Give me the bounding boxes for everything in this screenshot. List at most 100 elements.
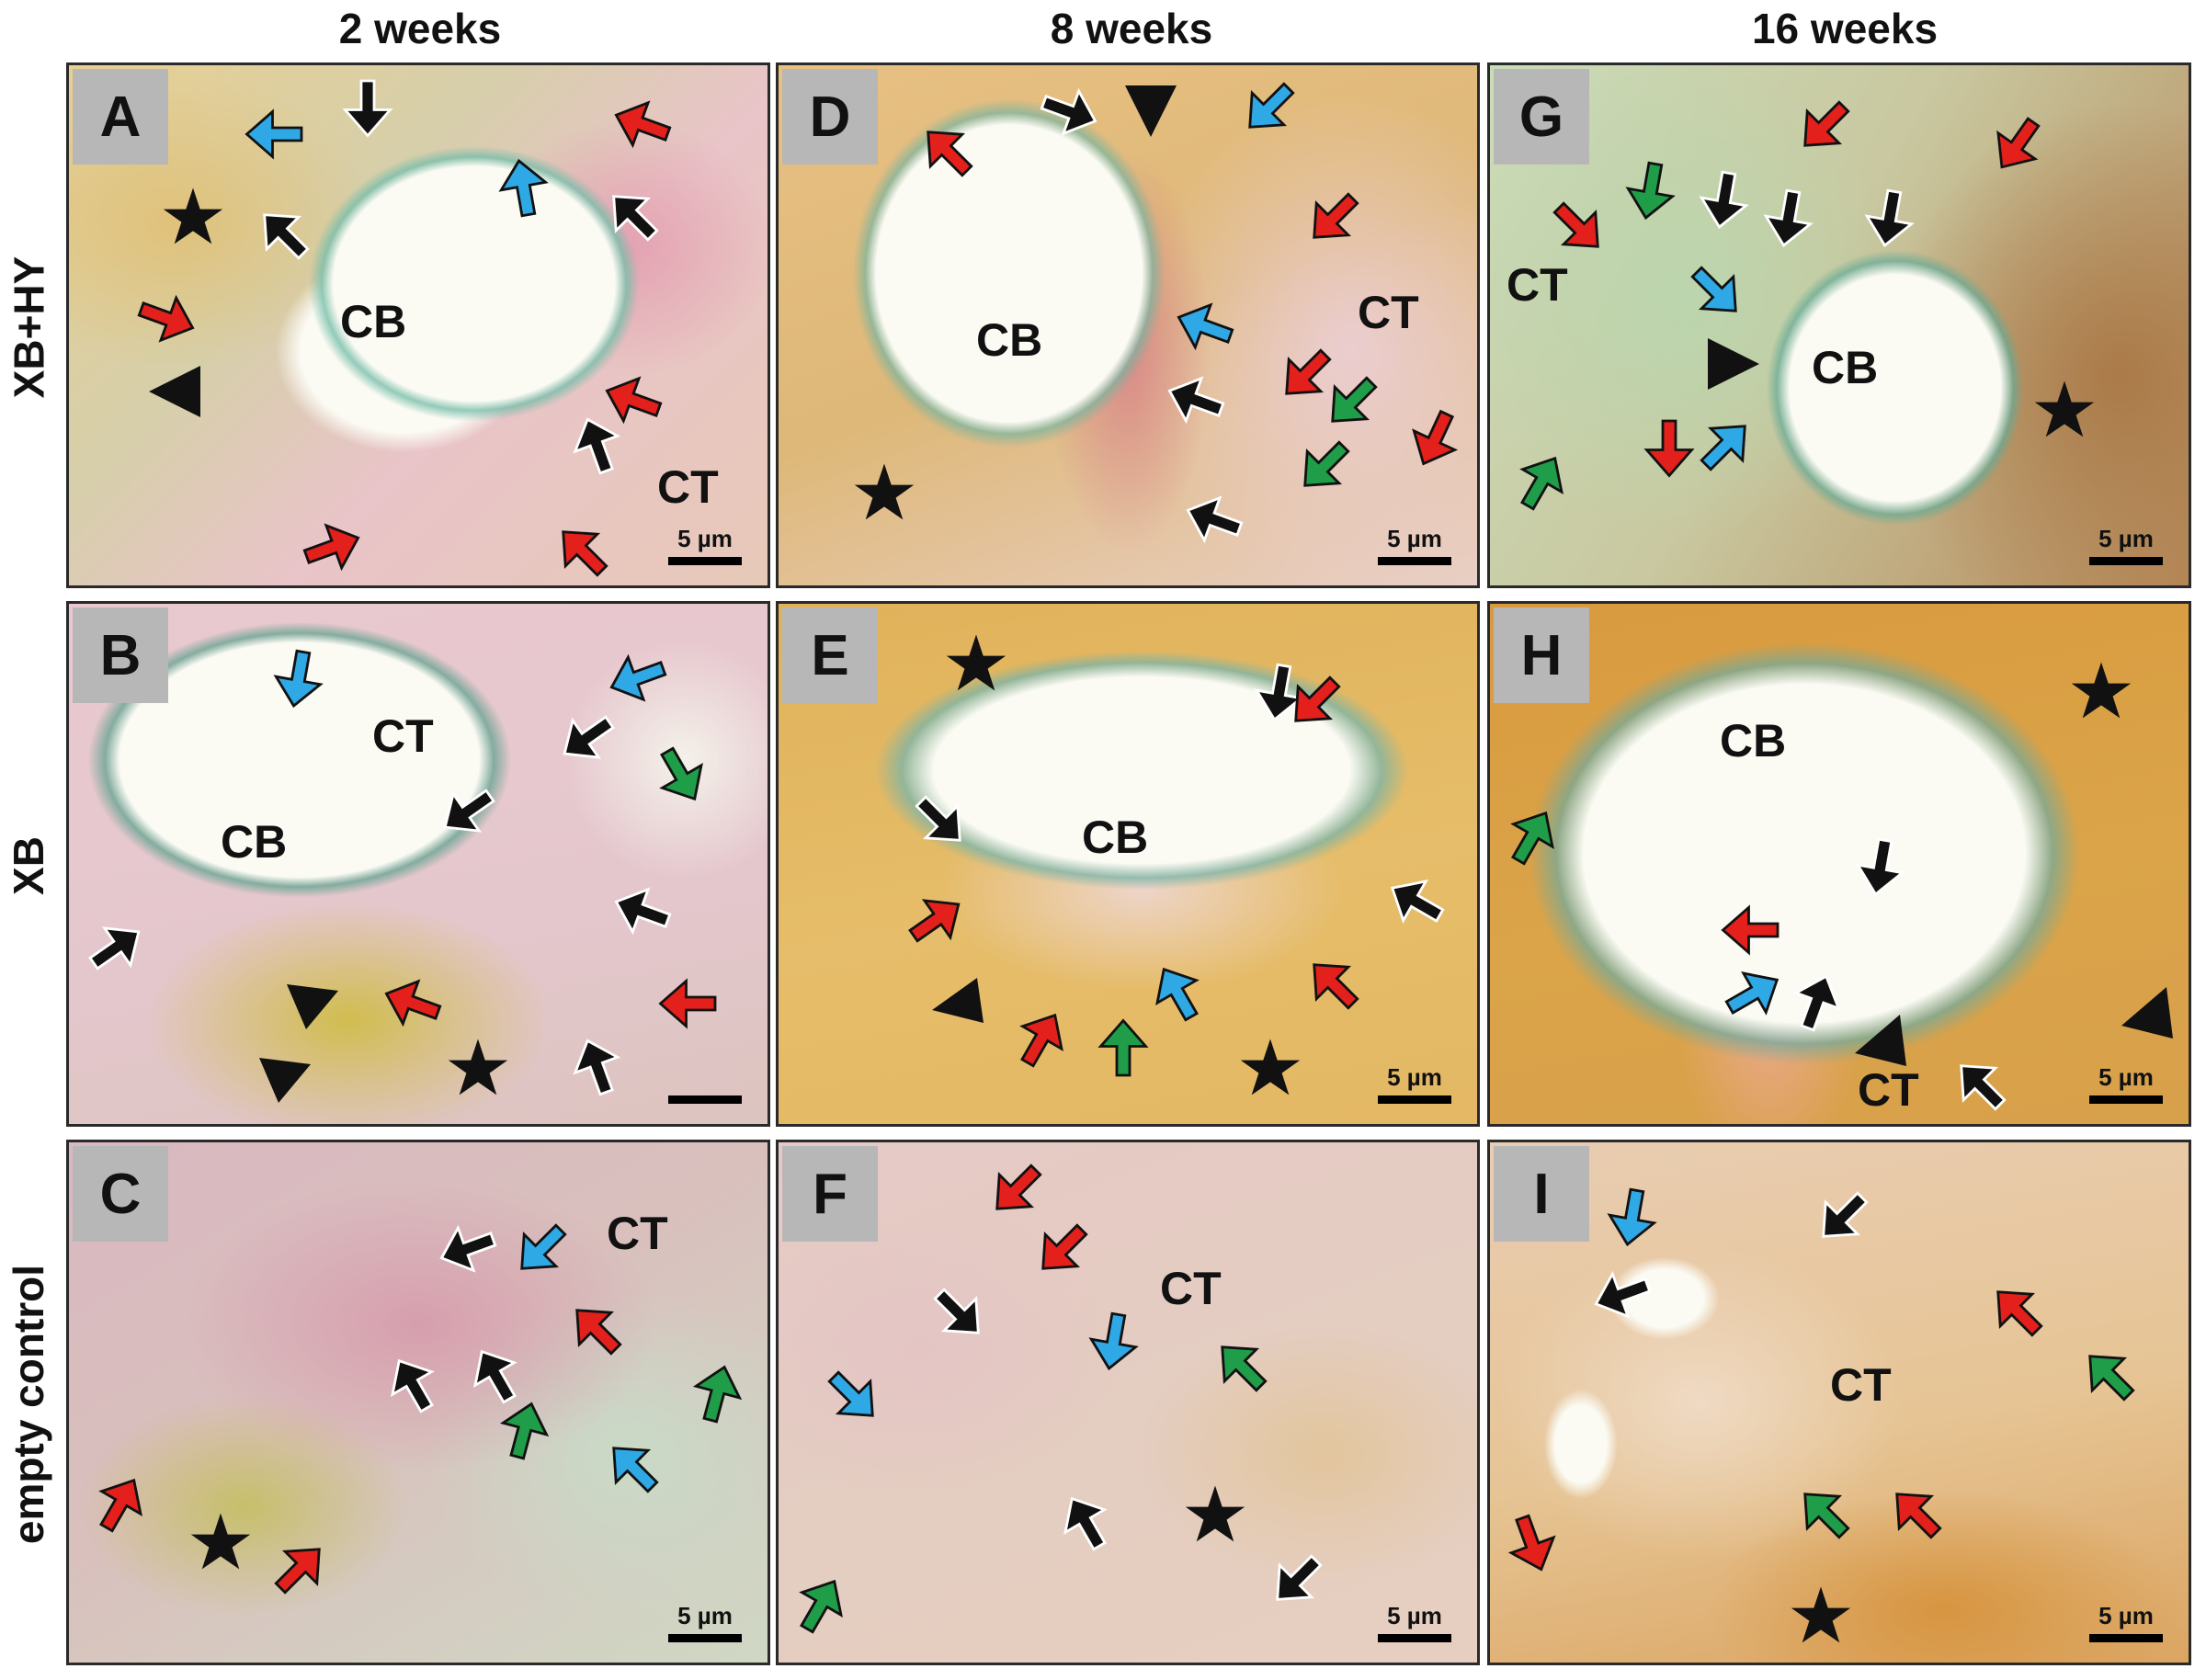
- red-arrow: [290, 506, 372, 585]
- red-arrow: [972, 1143, 1063, 1234]
- arrowhead-marker: [1701, 332, 1766, 396]
- arrowhead-marker: [2115, 981, 2179, 1045]
- star-marker: [1183, 1482, 1247, 1547]
- scale-label: 5 µm: [1387, 1602, 1442, 1629]
- black-arrow: [894, 775, 985, 866]
- black-arrow: [1042, 1480, 1131, 1568]
- green-arrow: [1490, 794, 1575, 882]
- scale-label: 5 µm: [2098, 1602, 2154, 1629]
- blue-arrow: [1134, 950, 1222, 1039]
- green-arrow: [1613, 152, 1688, 226]
- black-arrow: [602, 870, 685, 953]
- label-ct: CT: [1507, 259, 1568, 311]
- black-arrow: [1775, 962, 1858, 1045]
- black-arrow: [1174, 479, 1257, 562]
- panel-letter: I: [1494, 1146, 1589, 1242]
- black-arrow: [543, 692, 632, 781]
- label-ct: CT: [607, 1208, 668, 1259]
- star-marker: [944, 631, 1008, 696]
- star-marker: [852, 460, 916, 525]
- green-arrow: [636, 730, 724, 818]
- panel-e: E CB 5 µm: [776, 601, 1480, 1127]
- green-arrow: [1308, 356, 1399, 447]
- panel-a: A CB CT 5 µm: [66, 62, 770, 588]
- red-arrow: [1872, 1470, 1963, 1561]
- scale-bar: [663, 1092, 747, 1104]
- black-arrow: [70, 903, 159, 993]
- star-marker: [1789, 1584, 1853, 1648]
- panel-letter: G: [1494, 69, 1589, 165]
- arrowhead-marker: [926, 971, 990, 1036]
- red-arrow: [1393, 394, 1477, 480]
- label-ct: CT: [657, 461, 719, 513]
- black-arrow: [1937, 1041, 2028, 1124]
- arrowhead-marker: [1119, 79, 1183, 143]
- black-arrow: [1373, 858, 1461, 947]
- panel-letter: E: [782, 607, 878, 703]
- red-arrow: [593, 359, 676, 442]
- black-arrow: [1799, 1171, 1890, 1262]
- histology-image: [69, 604, 768, 1124]
- red-arrow: [372, 962, 455, 1045]
- label-cb: CB: [976, 314, 1043, 366]
- histology-image: [779, 1142, 1477, 1663]
- blue-arrow: [486, 152, 561, 226]
- row-title-xb-hy: XB+HY: [5, 255, 53, 399]
- panel-letter: H: [1494, 607, 1589, 703]
- histology-image: [1490, 65, 2189, 585]
- star-marker: [2032, 378, 2097, 442]
- black-arrow: [424, 766, 513, 855]
- blue-arrow: [1670, 245, 1761, 336]
- black-arrow: [427, 1207, 510, 1289]
- label-ct: CT: [1830, 1359, 1892, 1411]
- red-arrow: [1271, 655, 1362, 746]
- black-arrow: [240, 190, 331, 281]
- black-arrow: [589, 172, 680, 263]
- green-arrow: [2065, 1332, 2156, 1423]
- scale-label: 5 µm: [2098, 1063, 2154, 1091]
- label-ct: CT: [1358, 287, 1419, 338]
- blue-arrow: [807, 1350, 898, 1441]
- panel-d: D CB CT 5 µm: [776, 62, 1480, 588]
- red-arrow: [1262, 328, 1353, 419]
- scale-bar: 5 µm: [1372, 1063, 1457, 1104]
- black-arrow: [556, 405, 639, 488]
- scale-line: [668, 557, 742, 565]
- scale-line: [2089, 1095, 2163, 1104]
- star-marker: [2069, 659, 2133, 723]
- black-arrow: [1242, 653, 1316, 728]
- arrowhead-marker: [280, 971, 345, 1036]
- red-arrow: [1720, 898, 1784, 962]
- scale-line: [1378, 557, 1451, 565]
- red-arrow: [552, 1286, 643, 1377]
- green-arrow: [1496, 439, 1585, 528]
- red-arrow: [1532, 181, 1623, 272]
- red-arrow: [124, 277, 207, 359]
- blue-arrow: [1708, 950, 1796, 1039]
- label-cb: CB: [1720, 715, 1787, 766]
- label-cb: CB: [340, 296, 407, 347]
- red-arrow: [1290, 940, 1381, 1031]
- scale-line: [2089, 557, 2163, 565]
- arrowhead-marker: [142, 359, 207, 424]
- label-ct: CT: [1160, 1263, 1222, 1314]
- blue-arrow: [589, 1424, 680, 1515]
- black-arrow: [452, 1333, 540, 1421]
- red-arrow: [996, 996, 1085, 1084]
- red-arrow: [75, 1461, 164, 1549]
- row-title-wrap-xb: XB: [0, 599, 57, 1132]
- panel-letter: C: [73, 1146, 168, 1242]
- blue-arrow: [1165, 286, 1247, 369]
- label-cb: CB: [221, 816, 288, 868]
- star-marker: [188, 1510, 253, 1574]
- blue-arrow: [597, 636, 680, 719]
- black-arrow: [913, 1267, 1004, 1358]
- black-arrow: [1253, 1534, 1344, 1625]
- label-cb: CB: [1812, 342, 1879, 393]
- panel-f: F CT 5 µm: [776, 1140, 1480, 1665]
- red-arrow: [1973, 98, 2063, 187]
- blue-arrow: [1076, 1302, 1151, 1377]
- label-cb: CB: [1082, 812, 1149, 863]
- histology-image: [1490, 604, 2189, 1124]
- green-arrow: [1780, 1470, 1871, 1561]
